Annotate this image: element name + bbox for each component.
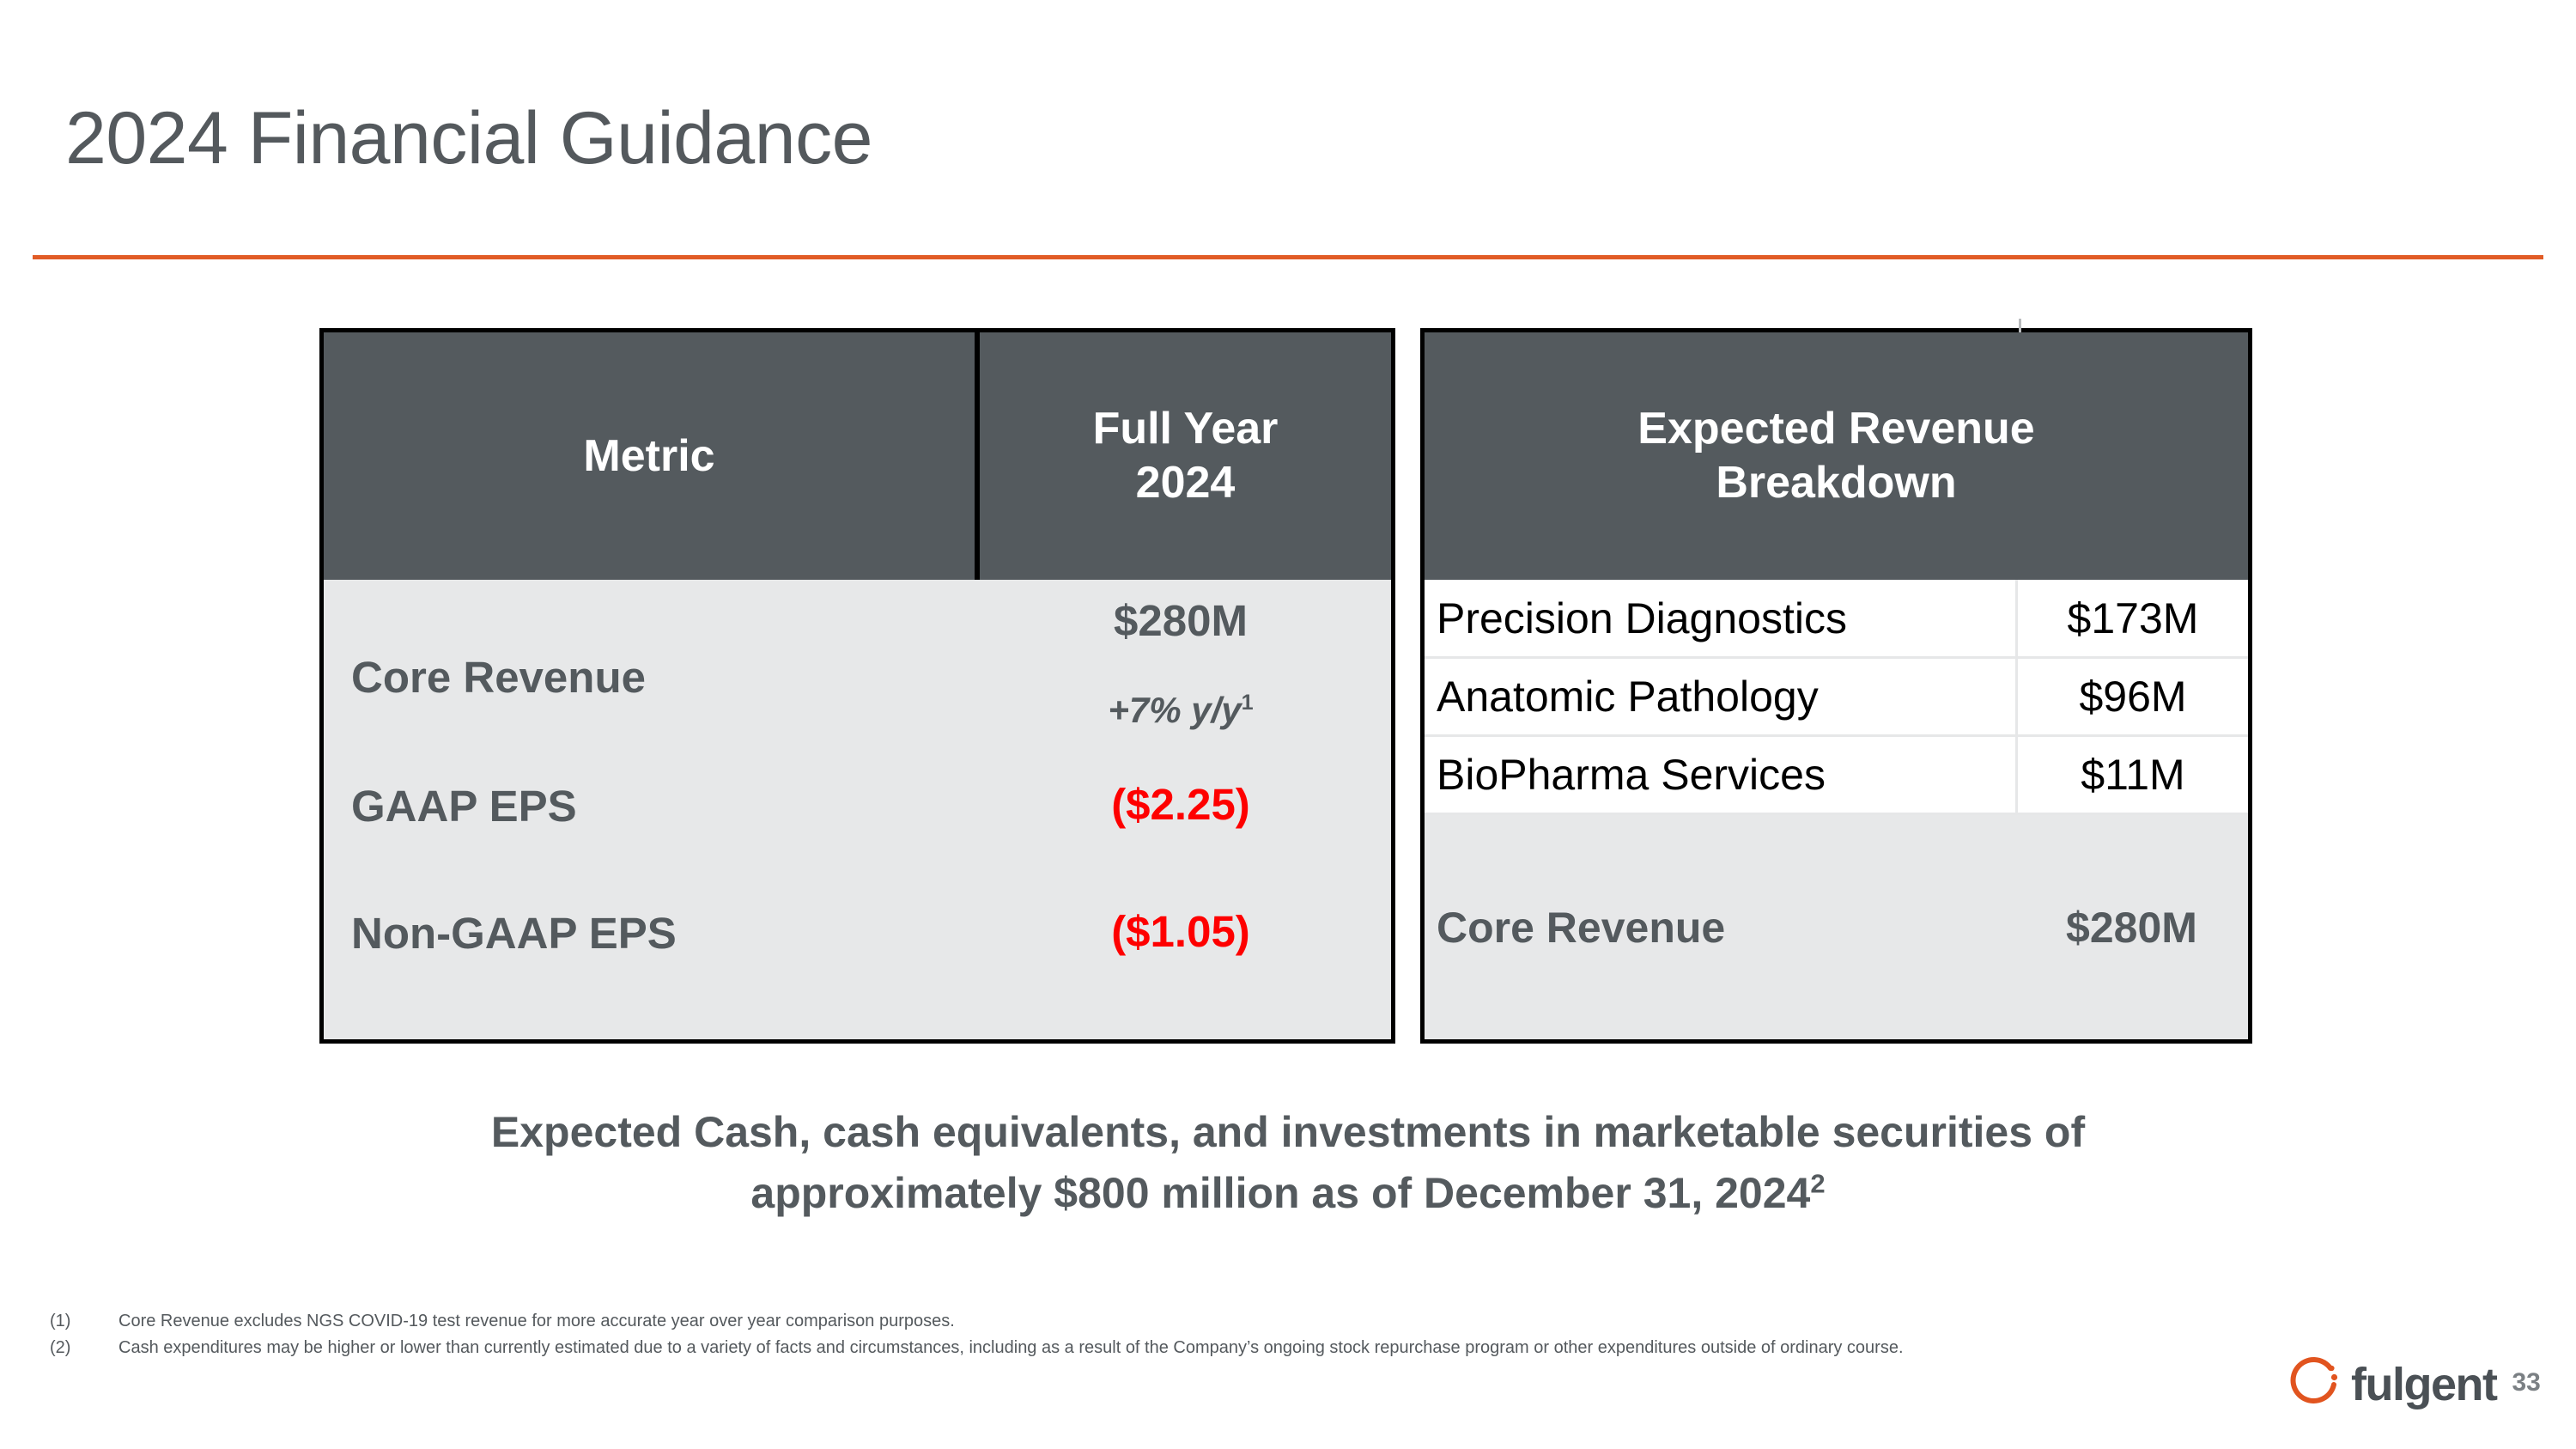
cash-callout-footnote: 2	[1810, 1168, 1826, 1199]
metrics-header-period-line1: Full Year	[1092, 403, 1279, 454]
metrics-row-label: Core Revenue	[351, 653, 646, 702]
breakdown-column-divider	[2015, 659, 2018, 734]
breakdown-row-name: Anatomic Pathology	[1437, 673, 1819, 721]
footnote-item: (1) Core Revenue excludes NGS COVID-19 t…	[50, 1308, 2282, 1335]
footnote-item: (2) Cash expenditures may be higher or l…	[50, 1335, 2282, 1361]
cash-callout-line1: Expected Cash, cash equivalents, and inv…	[490, 1108, 2086, 1156]
breakdown-total-amount: $280M	[2066, 903, 2197, 952]
table-row: Precision Diagnostics $173M	[1425, 580, 2248, 659]
table-row: BioPharma Services $11M	[1425, 737, 2248, 815]
metrics-table: Metric Full Year 2024 Core Revenue $280M…	[319, 328, 1395, 1044]
table-row: Non-GAAP EPS ($1.05)	[324, 892, 1391, 1030]
page-number: 33	[2512, 1368, 2541, 1397]
breakdown-row-name: Precision Diagnostics	[1437, 594, 1847, 642]
breakdown-column-divider	[2015, 580, 2018, 656]
fulgent-circle-icon	[2290, 1357, 2338, 1403]
breakdown-row-amount: $96M	[2079, 673, 2187, 721]
table-row-total: Core Revenue $280M	[1425, 815, 2248, 1039]
cash-callout-line2: approximately $800 million as of Decembe…	[750, 1169, 1811, 1217]
breakdown-row-amount: $11M	[2081, 751, 2185, 799]
page-title: 2024 Financial Guidance	[65, 97, 872, 180]
footnote-marker: (1)	[50, 1312, 71, 1330]
metrics-row-label: Non-GAAP EPS	[351, 909, 677, 958]
metrics-table-header: Metric Full Year 2024	[324, 332, 1391, 580]
metrics-header-divider	[975, 332, 980, 580]
cash-callout: Expected Cash, cash equivalents, and inv…	[180, 1102, 2396, 1224]
revenue-breakdown-table: Expected Revenue Breakdown Precision Dia…	[1420, 319, 2252, 1044]
metrics-table-body: Core Revenue $280M +7% y/y1 GAAP EPS ($2…	[324, 580, 1391, 1039]
metrics-header-period-line2: 2024	[1135, 458, 1236, 508]
footnote-text: Core Revenue excludes NGS COVID-19 test …	[118, 1312, 955, 1330]
breakdown-row-amount: $173M	[2067, 594, 2199, 642]
footnote-text: Cash expenditures may be higher or lower…	[118, 1338, 1904, 1357]
footnote-marker: (2)	[50, 1338, 71, 1357]
metrics-row-value: $280M	[1114, 596, 1248, 645]
metrics-header-metric: Metric	[583, 431, 715, 481]
fulgent-wordmark: fulgent	[2351, 1359, 2498, 1410]
breakdown-header-line2: Breakdown	[1716, 458, 1957, 508]
metrics-row-value: ($2.25)	[1111, 780, 1250, 829]
metrics-header-period: Full Year 2024	[980, 332, 1391, 580]
breakdown-header-line1: Expected Revenue	[1637, 403, 2035, 454]
metrics-row-subvalue-footnote: 1	[1241, 691, 1254, 715]
table-row: Anatomic Pathology $96M	[1425, 659, 2248, 737]
metrics-row-subvalue: +7% y/y1	[970, 690, 1391, 731]
metrics-row-subvalue-text: +7% y/y	[1108, 690, 1242, 730]
table-row: GAAP EPS ($2.25)	[324, 765, 1391, 892]
metrics-row-value: ($1.05)	[1111, 907, 1250, 956]
table-tick-mark	[2019, 319, 2021, 334]
breakdown-table-header: Expected Revenue Breakdown	[1425, 332, 2248, 580]
brand-logo: fulgent 33	[2286, 1355, 2541, 1414]
footnotes: (1) Core Revenue excludes NGS COVID-19 t…	[50, 1308, 2282, 1361]
title-accent-rule	[33, 255, 2543, 259]
breakdown-column-divider	[2015, 737, 2018, 813]
breakdown-total-name: Core Revenue	[1437, 903, 1726, 952]
metrics-row-label: GAAP EPS	[351, 782, 577, 831]
breakdown-row-name: BioPharma Services	[1437, 751, 1826, 799]
table-row: Core Revenue $280M +7% y/y1	[324, 580, 1391, 765]
